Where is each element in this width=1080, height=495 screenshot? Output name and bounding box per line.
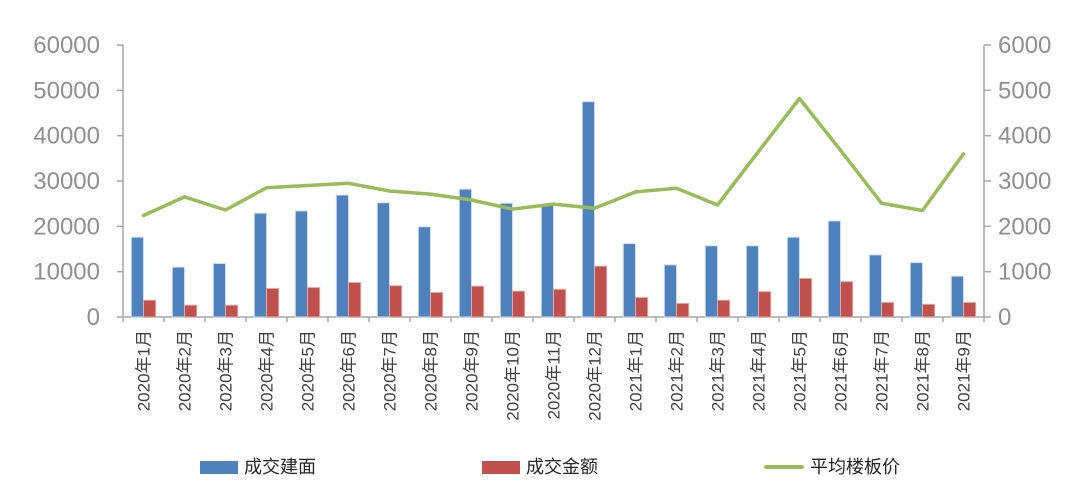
left-axis-tick-label: 30000 bbox=[33, 168, 100, 195]
bar-2021年9月-成交金额 bbox=[963, 301, 977, 318]
legend-bar-swatch-blue bbox=[200, 460, 238, 474]
right-axis-tick-label: 3000 bbox=[998, 168, 1051, 195]
left-axis-tick-label: 0 bbox=[87, 304, 100, 331]
x-axis-label: 2020年2月 bbox=[176, 330, 195, 411]
bar-2021年2月-成交建面 bbox=[663, 264, 677, 318]
avg-floor-price-line bbox=[141, 96, 966, 218]
bar-series-floor-area bbox=[130, 101, 964, 318]
right-axis-tick-label: 0 bbox=[998, 304, 1011, 331]
bar-2020年11月-成交金额 bbox=[553, 288, 567, 318]
x-axis-label: 2020年9月 bbox=[463, 330, 482, 411]
bar-2020年4月-成交金额 bbox=[266, 287, 280, 318]
bar-2021年7月-成交金额 bbox=[881, 301, 895, 318]
bar-2020年7月-成交建面 bbox=[376, 202, 390, 318]
x-axis-label: 2020年4月 bbox=[258, 330, 277, 411]
bar-2021年3月-成交建面 bbox=[704, 245, 718, 318]
x-axis-label: 2020年3月 bbox=[217, 330, 236, 411]
bar-2021年6月-成交建面 bbox=[827, 220, 841, 318]
right-axis-tick-label: 1000 bbox=[998, 259, 1051, 286]
bar-2021年8月-成交金额 bbox=[922, 303, 936, 318]
bar-2020年4月-成交建面 bbox=[253, 212, 268, 318]
bar-2020年5月-成交建面 bbox=[294, 210, 308, 318]
x-axis-label: 2021年9月 bbox=[955, 330, 974, 411]
left-axis-ticks: 0 10000 20000 30000 40000 50000 60000 bbox=[33, 32, 123, 331]
bar-2020年2月-成交建面 bbox=[171, 266, 186, 318]
x-axis-label: 2021年4月 bbox=[750, 330, 769, 411]
bar-2020年10月-成交金额 bbox=[512, 290, 526, 318]
bar-series-amount bbox=[143, 265, 977, 318]
x-axis-labels: 2020年1月 2020年2月 2020年3月 2020年4月 2020年5月 2020年… bbox=[135, 330, 974, 421]
right-axis-tick-label: 4000 bbox=[998, 123, 1051, 150]
x-axis-label: 2020年11月 bbox=[545, 330, 564, 419]
bar-2020年5月-成交金额 bbox=[307, 287, 321, 318]
legend-label-amount: 成交金额 bbox=[526, 457, 598, 477]
legend-item-floor-area: 成交建面 bbox=[200, 457, 316, 477]
bar-2021年7月-成交建面 bbox=[868, 254, 882, 318]
x-axis-label: 2020年6月 bbox=[340, 330, 359, 411]
x-axis-label: 2021年3月 bbox=[709, 330, 728, 411]
x-axis-label: 2021年1月 bbox=[627, 330, 646, 411]
x-axis-label: 2020年10月 bbox=[504, 330, 523, 421]
bar-2020年8月-成交建面 bbox=[417, 226, 431, 318]
bar-2020年12月-成交金额 bbox=[594, 265, 608, 318]
left-axis-tick-label: 60000 bbox=[33, 32, 100, 59]
x-axis-ticks bbox=[122, 317, 985, 322]
x-axis-label: 2021年8月 bbox=[914, 330, 933, 411]
x-axis-label: 2020年7月 bbox=[381, 330, 400, 411]
bar-2021年2月-成交金额 bbox=[676, 302, 690, 318]
bar-2021年4月-成交建面 bbox=[745, 245, 759, 318]
legend-label-avg-floor-price: 平均楼板价 bbox=[810, 457, 900, 477]
bar-2021年1月-成交建面 bbox=[622, 243, 636, 318]
x-axis-label: 2021年5月 bbox=[791, 330, 810, 411]
x-axis-label: 2020年5月 bbox=[299, 330, 318, 411]
bar-2021年4月-成交金额 bbox=[758, 291, 772, 318]
right-axis-tick-label: 5000 bbox=[998, 77, 1051, 104]
legend-line-swatch-green bbox=[764, 465, 804, 469]
x-axis-label: 2021年6月 bbox=[832, 330, 851, 411]
line-series bbox=[141, 96, 966, 218]
bar-2021年1月-成交金额 bbox=[635, 297, 649, 318]
bar-2020年1月-成交建面 bbox=[130, 236, 145, 318]
bar-2021年8月-成交建面 bbox=[909, 262, 923, 318]
bar-2020年8月-成交金额 bbox=[430, 292, 444, 318]
bar-2021年3月-成交金额 bbox=[717, 299, 731, 318]
bar-2020年3月-成交金额 bbox=[225, 304, 239, 318]
right-axis-tick-label: 6000 bbox=[998, 32, 1051, 59]
bar-2020年7月-成交金额 bbox=[389, 285, 403, 318]
legend-label-floor-area: 成交建面 bbox=[244, 457, 316, 477]
x-axis-label: 2021年7月 bbox=[873, 330, 892, 411]
bar-2020年3月-成交建面 bbox=[212, 263, 227, 318]
x-axis-label: 2020年12月 bbox=[586, 330, 605, 421]
bar-2020年9月-成交建面 bbox=[458, 188, 472, 318]
x-axis-label: 2021年2月 bbox=[668, 330, 687, 411]
combo-chart-canvas: 0 10000 20000 30000 40000 50000 60000 0 1000 2000… bbox=[33, 32, 1051, 421]
x-axis-label: 2020年1月 bbox=[135, 330, 154, 411]
bar-2020年10月-成交建面 bbox=[499, 202, 513, 318]
bar-2021年6月-成交金额 bbox=[840, 281, 854, 318]
legend-item-amount: 成交金额 bbox=[482, 457, 598, 477]
bar-2020年1月-成交金额 bbox=[143, 299, 157, 318]
right-axis-tick-label: 2000 bbox=[998, 213, 1051, 240]
bar-2021年5月-成交建面 bbox=[786, 236, 800, 318]
right-axis-ticks: 0 1000 2000 3000 4000 5000 6000 bbox=[984, 32, 1051, 331]
bar-2021年5月-成交金额 bbox=[799, 277, 813, 318]
bar-2020年6月-成交金额 bbox=[348, 282, 362, 318]
left-axis-tick-label: 10000 bbox=[33, 259, 100, 286]
legend-item-avg-floor-price: 平均楼板价 bbox=[764, 457, 900, 477]
bar-2021年9月-成交建面 bbox=[950, 275, 964, 318]
left-axis-tick-label: 20000 bbox=[33, 213, 100, 240]
bar-2020年2月-成交金额 bbox=[184, 304, 198, 318]
left-axis-tick-label: 50000 bbox=[33, 77, 100, 104]
bar-2020年6月-成交建面 bbox=[335, 194, 349, 318]
chart-legend: 成交建面 成交金额 平均楼板价 bbox=[0, 0, 1080, 477]
x-axis-label: 2020年8月 bbox=[422, 330, 441, 411]
legend-bar-swatch-red bbox=[482, 460, 520, 474]
bar-2020年11月-成交建面 bbox=[540, 204, 554, 318]
left-axis-tick-label: 40000 bbox=[33, 123, 100, 150]
bar-2020年9月-成交金额 bbox=[471, 285, 485, 318]
